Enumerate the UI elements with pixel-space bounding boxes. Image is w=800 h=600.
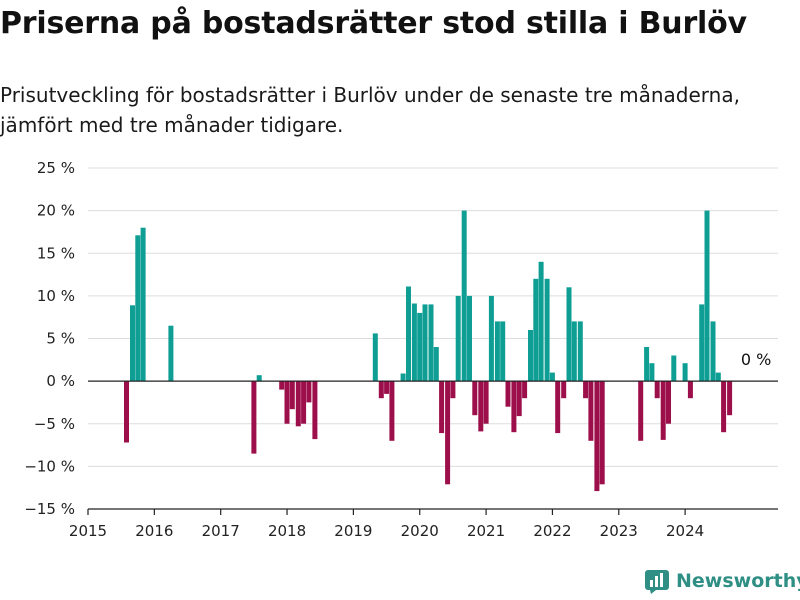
bar <box>671 355 677 382</box>
bar <box>588 381 594 441</box>
bar <box>256 375 262 382</box>
bar <box>494 321 500 382</box>
brand-name: Newsworthy <box>676 570 800 592</box>
bar <box>516 381 522 417</box>
x-tick-label: 2019 <box>334 522 372 540</box>
bar <box>478 381 484 432</box>
x-tick-label: 2018 <box>268 522 306 540</box>
bar <box>301 381 307 424</box>
bar <box>483 381 489 424</box>
bar <box>422 304 428 382</box>
axes: 25 % 20 % 15 % 10 % 5 % 0 % −5 % −10 % −15 % 2015… <box>24 159 778 540</box>
bar <box>715 372 721 382</box>
x-tick-label: 2024 <box>666 522 704 540</box>
bar <box>378 381 384 399</box>
bar <box>500 321 506 382</box>
bar <box>455 295 461 382</box>
bar <box>411 303 417 382</box>
bars <box>124 210 733 492</box>
chart-subtitle: Prisutveckling för bostadsrätter i Burlö… <box>0 83 740 137</box>
bar <box>428 304 434 382</box>
bar <box>594 381 600 492</box>
bar <box>306 381 312 403</box>
y-tick-label: 5 % <box>46 330 75 348</box>
y-tick-label: −5 % <box>34 415 75 433</box>
bar <box>505 381 511 407</box>
chart-title: Priserna på bostadsrätter stod stilla i … <box>0 6 747 41</box>
x-tick-label: 2020 <box>401 522 439 540</box>
bar <box>644 347 650 382</box>
bar <box>135 235 141 382</box>
bar <box>710 321 716 382</box>
bar <box>549 372 555 382</box>
bar <box>687 381 693 399</box>
bar <box>251 381 257 454</box>
bar <box>130 305 135 382</box>
last-value-label: 0 % <box>741 350 771 369</box>
x-tick-label: 2023 <box>600 522 638 540</box>
bar <box>439 381 445 434</box>
bar <box>571 321 577 382</box>
y-tick-label: 25 % <box>37 159 75 177</box>
bar <box>544 278 550 382</box>
bar <box>577 321 583 382</box>
bar <box>168 325 174 382</box>
y-tick-label: 0 % <box>46 372 75 390</box>
bar <box>372 333 378 382</box>
bar <box>406 286 411 382</box>
bar <box>511 381 517 433</box>
bar <box>295 381 301 427</box>
bar <box>140 227 146 382</box>
bar <box>555 381 561 434</box>
bar <box>704 210 710 382</box>
bar <box>433 347 439 382</box>
bar <box>538 261 544 382</box>
y-tick-label: −10 % <box>24 457 75 475</box>
bar <box>654 381 660 399</box>
bar <box>384 381 390 394</box>
bar <box>727 381 733 416</box>
y-tick-label: 10 % <box>37 287 75 305</box>
bar <box>599 381 605 485</box>
bar <box>400 373 406 382</box>
bar <box>124 381 129 443</box>
bar <box>467 295 472 382</box>
bar <box>445 381 451 485</box>
bar <box>284 381 290 424</box>
y-tick-label: 15 % <box>37 244 75 262</box>
bar <box>450 381 456 399</box>
bar <box>472 381 478 416</box>
bar <box>666 381 671 424</box>
bar <box>279 381 285 390</box>
bar <box>561 381 567 399</box>
bar <box>533 278 539 382</box>
bar <box>649 363 655 382</box>
x-tick-label: 2021 <box>467 522 505 540</box>
bar <box>488 295 494 382</box>
y-tick-label: −15 % <box>24 500 75 518</box>
bar <box>289 381 295 410</box>
bar <box>721 381 727 433</box>
bar <box>389 381 395 441</box>
x-tick-label: 2022 <box>533 522 571 540</box>
bar <box>583 381 589 399</box>
newsworthy-brand: Newsworthy <box>644 568 800 594</box>
bar-chart: 25 % 20 % 15 % 10 % 5 % 0 % −5 % −10 % −15 % 2015… <box>24 159 778 540</box>
y-tick-label: 20 % <box>37 202 75 220</box>
bar <box>682 363 688 382</box>
bar <box>312 381 318 440</box>
bar <box>522 381 528 399</box>
bar <box>638 381 644 441</box>
bar <box>417 312 423 382</box>
x-tick-label: 2016 <box>135 522 173 540</box>
newsworthy-logo-icon <box>645 570 669 594</box>
bar <box>566 287 572 382</box>
bar <box>461 210 467 382</box>
bar <box>660 381 666 440</box>
x-tick-label: 2015 <box>69 522 107 540</box>
bar <box>699 304 705 382</box>
x-tick-label: 2017 <box>202 522 240 540</box>
bar <box>528 330 533 382</box>
